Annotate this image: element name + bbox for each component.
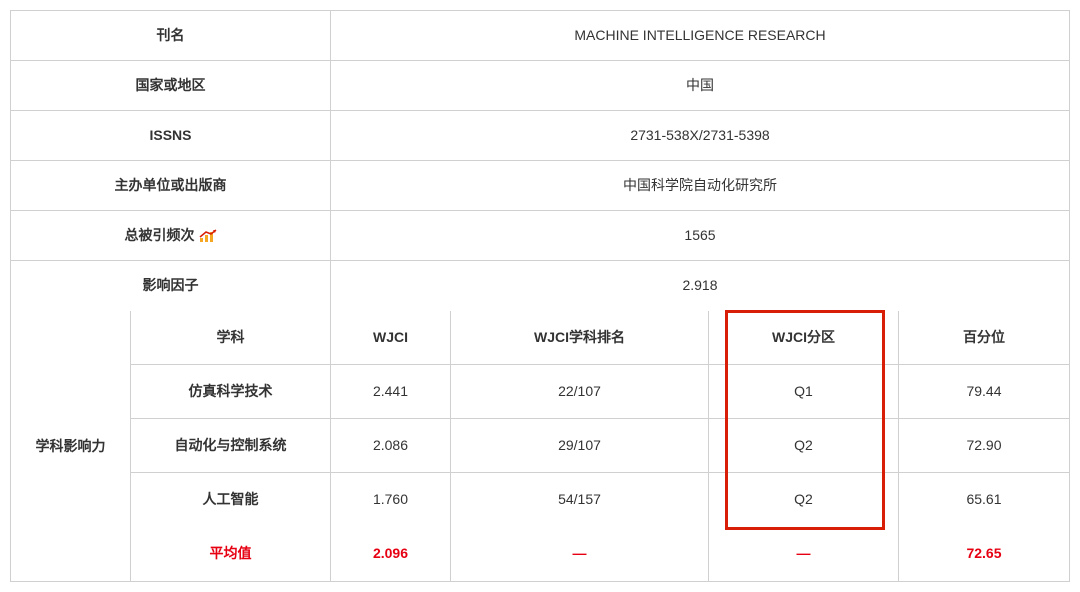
influence-data-row: 仿真科学技术2.44122/107Q179.44 — [131, 365, 1069, 419]
info-row: 刊名MACHINE INTELLIGENCE RESEARCH — [11, 11, 1069, 61]
info-row: 总被引频次1565 — [11, 211, 1069, 261]
col-header-zone: WJCI分区 — [709, 311, 899, 364]
info-value: MACHINE INTELLIGENCE RESEARCH — [331, 11, 1069, 60]
info-row: ISSNS2731-538X/2731-5398 — [11, 111, 1069, 161]
col-header-subject: 学科 — [131, 311, 331, 364]
info-label: 国家或地区 — [11, 61, 331, 110]
col-header-rank: WJCI学科排名 — [451, 311, 709, 364]
avg-zone: — — [709, 527, 899, 581]
chart-trend-icon — [199, 229, 217, 243]
avg-rank: — — [451, 527, 709, 581]
info-label: ISSNS — [11, 111, 331, 160]
info-label: 主办单位或出版商 — [11, 161, 331, 210]
cell-zone: Q2 — [709, 473, 899, 527]
cell-rank: 29/107 — [451, 419, 709, 472]
cell-subject: 自动化与控制系统 — [131, 419, 331, 472]
avg-wjci: 2.096 — [331, 527, 451, 581]
cell-rank: 22/107 — [451, 365, 709, 418]
cell-rank: 54/157 — [451, 473, 709, 527]
info-label: 刊名 — [11, 11, 331, 60]
info-value: 2731-538X/2731-5398 — [331, 111, 1069, 160]
influence-section: 学科影响力 学科 WJCI WJCI学科排名 WJCI分区 百分位 仿真科学技术… — [11, 311, 1069, 581]
cell-zone: Q1 — [709, 365, 899, 418]
influence-header-row: 学科 WJCI WJCI学科排名 WJCI分区 百分位 — [131, 311, 1069, 365]
journal-info-table: 刊名MACHINE INTELLIGENCE RESEARCH国家或地区中国IS… — [10, 10, 1070, 582]
info-row: 影响因子2.918 — [11, 261, 1069, 311]
avg-pct: 72.65 — [899, 527, 1069, 581]
influence-left-label: 学科影响力 — [11, 311, 131, 581]
cell-percentile: 65.61 — [899, 473, 1069, 527]
influence-data-row: 人工智能1.76054/157Q265.61 — [131, 473, 1069, 527]
cell-percentile: 79.44 — [899, 365, 1069, 418]
info-value: 1565 — [331, 211, 1069, 260]
info-row: 主办单位或出版商中国科学院自动化研究所 — [11, 161, 1069, 211]
influence-average-row: 平均值 2.096 — — 72.65 — [131, 527, 1069, 581]
col-header-percentile: 百分位 — [899, 311, 1069, 364]
info-value: 中国科学院自动化研究所 — [331, 161, 1069, 210]
avg-label: 平均值 — [131, 527, 331, 581]
influence-right-block: 学科 WJCI WJCI学科排名 WJCI分区 百分位 仿真科学技术2.4412… — [131, 311, 1069, 581]
info-value: 2.918 — [331, 261, 1069, 311]
info-label: 影响因子 — [11, 261, 331, 311]
cell-subject: 人工智能 — [131, 473, 331, 527]
col-header-wjci: WJCI — [331, 311, 451, 364]
cell-zone: Q2 — [709, 419, 899, 472]
info-label: 总被引频次 — [11, 211, 331, 260]
influence-data-row: 自动化与控制系统2.08629/107Q272.90 — [131, 419, 1069, 473]
cell-wjci: 2.086 — [331, 419, 451, 472]
cell-percentile: 72.90 — [899, 419, 1069, 472]
info-rows: 刊名MACHINE INTELLIGENCE RESEARCH国家或地区中国IS… — [11, 11, 1069, 311]
cell-wjci: 1.760 — [331, 473, 451, 527]
info-row: 国家或地区中国 — [11, 61, 1069, 111]
cell-subject: 仿真科学技术 — [131, 365, 331, 418]
info-value: 中国 — [331, 61, 1069, 110]
cell-wjci: 2.441 — [331, 365, 451, 418]
